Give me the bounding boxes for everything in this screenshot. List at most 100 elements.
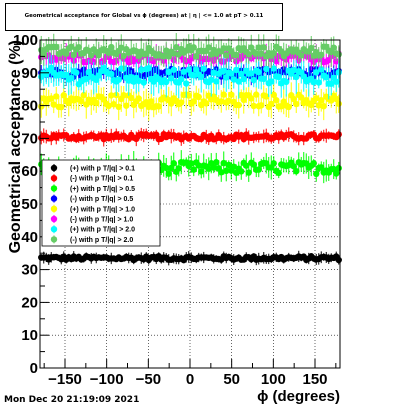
data-point — [235, 101, 242, 109]
legend-entry: (-) with p T/|q| > 1.0 — [70, 217, 133, 224]
data-point — [245, 169, 252, 176]
data-point — [318, 51, 325, 59]
data-point — [83, 75, 90, 83]
legend-entry: (+) with p T/|q| > 0.1 — [70, 166, 135, 173]
data-point — [210, 164, 217, 171]
data-point — [223, 52, 230, 59]
y-tick-label: 50 — [21, 196, 38, 213]
data-point — [285, 103, 292, 111]
data-point — [268, 78, 275, 85]
data-point — [273, 96, 280, 104]
data-point — [330, 44, 337, 51]
y-tick-label: 10 — [21, 327, 38, 344]
data-point — [335, 131, 342, 138]
data-point — [138, 66, 145, 74]
y-tick-label: 40 — [21, 229, 38, 246]
data-point — [203, 100, 210, 107]
legend-entry: (-) with p T/|q| > 2.0 — [70, 237, 133, 244]
data-point — [205, 165, 212, 172]
data-point — [243, 162, 250, 169]
x-tick-label: 150 — [302, 371, 327, 388]
data-point — [120, 52, 127, 60]
legend-entry: (+) with p T/|q| > 1.0 — [70, 206, 135, 213]
data-point — [240, 75, 247, 83]
data-point — [135, 95, 142, 102]
data-point — [323, 73, 330, 81]
data-point — [313, 95, 320, 102]
data-point — [95, 51, 102, 59]
legend-entry: (+) with p T/|q| > 2.0 — [70, 227, 135, 234]
x-tick-label: 0 — [186, 371, 194, 388]
data-point — [333, 170, 340, 177]
data-point — [108, 43, 115, 51]
series-4 — [38, 80, 342, 121]
data-point — [108, 70, 115, 78]
data-point — [255, 44, 262, 51]
data-point — [208, 76, 215, 83]
data-point — [48, 95, 55, 102]
data-point — [78, 97, 85, 105]
y-tick-label: 20 — [21, 294, 38, 311]
data-point — [168, 75, 175, 82]
data-point — [225, 161, 232, 169]
data-point — [143, 50, 150, 57]
data-point — [115, 103, 122, 111]
data-point — [88, 52, 95, 59]
data-point — [230, 163, 237, 170]
data-point — [260, 44, 267, 51]
data-point — [315, 79, 322, 86]
data-point — [270, 65, 277, 72]
data-point — [168, 100, 175, 107]
chart-title-box: Geometrical acceptance for Global vs ϕ (… — [5, 3, 283, 31]
data-point — [108, 92, 115, 99]
data-point — [160, 53, 167, 60]
data-point — [250, 76, 257, 84]
data-point — [205, 44, 212, 51]
data-point — [248, 95, 255, 102]
data-point — [238, 91, 245, 99]
data-point — [275, 169, 282, 177]
data-point — [270, 49, 277, 57]
data-point — [135, 77, 142, 85]
data-point — [70, 51, 77, 59]
legend-entry: (-) with p T/|q| > 0.5 — [70, 196, 133, 203]
data-point — [300, 73, 307, 80]
data-point — [218, 169, 225, 176]
data-point — [233, 51, 240, 59]
data-point — [278, 48, 285, 55]
data-point — [168, 164, 175, 172]
data-point — [230, 76, 237, 83]
x-tick-label: −150 — [48, 371, 82, 388]
data-point — [220, 67, 227, 75]
data-point — [228, 70, 235, 77]
data-point — [213, 78, 220, 85]
data-point — [333, 58, 340, 65]
legend-entry: (-) with p T/|q| > 0.1 — [70, 176, 133, 183]
data-point — [120, 92, 127, 99]
y-axis-label: Geometrical acceptance (%) — [7, 40, 24, 253]
data-point — [298, 52, 305, 59]
data-point — [195, 93, 202, 101]
data-point — [53, 43, 60, 51]
data-point — [268, 100, 275, 108]
data-point — [73, 69, 80, 76]
data-point — [293, 73, 300, 81]
data-point — [335, 100, 342, 107]
data-point — [68, 43, 75, 51]
data-point — [328, 97, 335, 104]
data-point — [155, 103, 162, 110]
data-point — [190, 72, 197, 79]
data-point — [335, 51, 342, 58]
series-6 — [38, 52, 342, 100]
data-point — [290, 163, 297, 170]
data-point — [293, 100, 300, 108]
data-point — [190, 166, 197, 173]
data-point — [320, 103, 327, 110]
data-point — [308, 44, 315, 52]
y-tick-label: 100 — [13, 32, 38, 49]
data-point — [298, 94, 305, 101]
data-point — [270, 91, 277, 98]
data-point — [248, 70, 255, 77]
data-point — [263, 65, 270, 73]
